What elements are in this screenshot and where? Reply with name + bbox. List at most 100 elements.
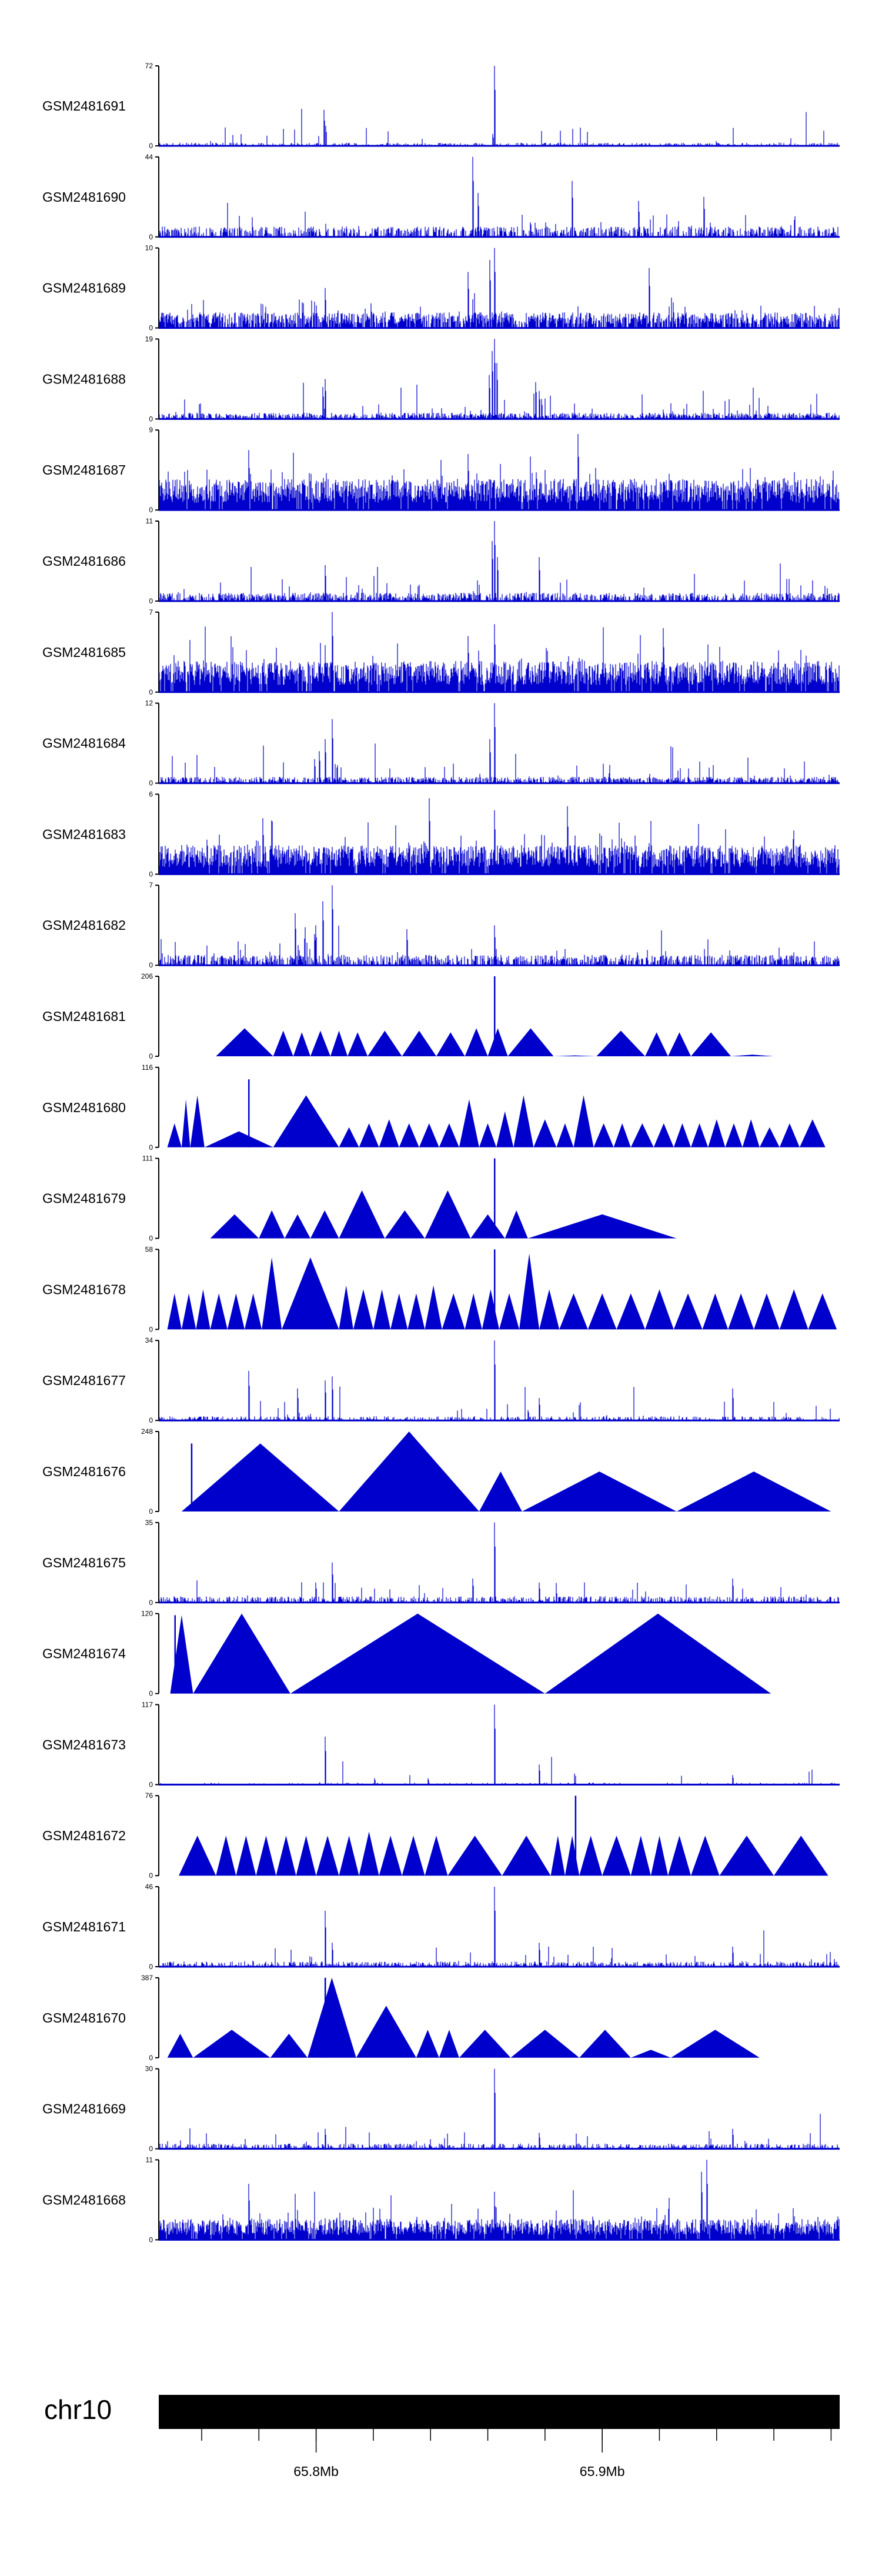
signal-triangle	[196, 1289, 211, 1330]
track: GSM2481684 12 0	[42, 699, 840, 788]
y-min-label: 0	[149, 1143, 153, 1152]
signal-triangle	[356, 2006, 416, 2058]
track-label: GSM2481681	[42, 1009, 126, 1024]
signal-triangle	[390, 1293, 408, 1330]
track: GSM2481680 116 0	[42, 1063, 826, 1152]
signal-triangle	[282, 1257, 339, 1330]
signal-triangle	[513, 1095, 534, 1147]
track: GSM2481689 10 0	[42, 244, 840, 332]
y-max-label: 34	[145, 1336, 153, 1344]
signal-triangle	[533, 1119, 557, 1147]
signal-triangle	[193, 1613, 290, 1694]
track: GSM2481691 72 0	[42, 62, 840, 150]
signal-bars	[159, 885, 840, 966]
track: GSM2481670 387 0	[42, 1974, 760, 2062]
signal-triangle	[399, 1123, 419, 1147]
y-max-label: 9	[149, 426, 153, 434]
signal-triangle	[167, 1293, 182, 1330]
signal-triangle	[170, 1615, 193, 1694]
signal-triangle	[496, 1111, 514, 1147]
signal-triangle	[293, 1032, 310, 1056]
signal-triangle	[273, 1095, 339, 1147]
y-min-label: 0	[149, 870, 153, 878]
signal-triangle	[465, 1293, 482, 1330]
y-max-label: 12	[145, 699, 153, 708]
signal-triangle	[190, 1095, 205, 1147]
track: GSM2481682 7 0	[42, 881, 840, 969]
signal-triangle	[181, 1443, 339, 1511]
signal-triangle	[653, 1123, 674, 1147]
y-min-label: 0	[149, 1416, 153, 1424]
y-max-label: 11	[146, 517, 153, 525]
track: GSM2481685 7 0	[42, 608, 840, 696]
y-max-label: 10	[145, 244, 153, 252]
signal-triangle	[296, 1836, 316, 1876]
y-min-label: 0	[149, 961, 153, 969]
signal-triangle	[236, 1836, 256, 1876]
y-max-label: 248	[141, 1427, 153, 1436]
track: GSM2481687 9 0	[42, 426, 840, 514]
track: GSM2481678 58 0	[42, 1245, 837, 1333]
signal-triangle	[691, 1032, 731, 1056]
signal-bars	[159, 156, 838, 237]
y-min-label: 0	[149, 1052, 153, 1060]
y-max-label: 7	[149, 881, 153, 889]
y-min-label: 0	[149, 2145, 153, 2153]
signal-triangle	[353, 1289, 373, 1330]
track: GSM2481686 11 0	[42, 517, 840, 605]
signal-triangle	[507, 1028, 554, 1056]
signal-triangle	[167, 2034, 193, 2058]
signal-triangle	[379, 1836, 402, 1876]
signal-triangle	[708, 1119, 726, 1147]
signal-triangle	[167, 1123, 182, 1147]
signal-triangle	[725, 1123, 743, 1147]
signal-triangle	[439, 2030, 459, 2058]
signal-triangle	[179, 1836, 216, 1876]
chromosome-axis: chr10 65.8Mb 65.9Mb	[44, 2394, 840, 2479]
y-max-label: 19	[145, 335, 153, 343]
track-label: GSM2481677	[42, 1373, 126, 1388]
track-label: GSM2481685	[42, 645, 126, 660]
y-max-label: 35	[145, 1519, 153, 1527]
signal-triangle	[402, 1836, 425, 1876]
signal-triangle	[645, 1289, 674, 1330]
signal-triangle	[579, 1836, 603, 1876]
track: GSM2481673 117 0	[42, 1700, 840, 1788]
y-min-label: 0	[149, 1599, 153, 1607]
signal-triangle	[522, 1471, 677, 1511]
track: GSM2481674 120 0	[42, 1610, 771, 1698]
track: GSM2481669 30 0	[42, 2065, 840, 2153]
signal-triangle	[630, 1836, 651, 1876]
signal-triangle	[273, 1030, 293, 1056]
signal-bars	[159, 1340, 840, 1421]
signal-triangle	[799, 1119, 826, 1147]
signal-triangle	[245, 1293, 262, 1330]
signal-bars	[160, 1704, 835, 1785]
signal-triangle	[630, 1123, 654, 1147]
track-label: GSM2481687	[42, 462, 126, 478]
y-min-label: 0	[149, 597, 153, 605]
y-min-label: 0	[149, 1690, 153, 1698]
signal-triangle	[573, 1095, 594, 1147]
signal-bars	[159, 434, 840, 510]
track: GSM2481675 35 0	[42, 1519, 840, 1607]
signal-triangle	[479, 1471, 522, 1511]
signal-triangle	[645, 1032, 669, 1056]
track: GSM2481681 206 0	[42, 972, 774, 1060]
signal-triangle	[310, 1210, 339, 1239]
track-label: GSM2481668	[42, 2192, 126, 2207]
chromosome-ticks: 65.8Mb 65.9Mb	[201, 2429, 832, 2479]
signal-triangle	[181, 1099, 191, 1147]
track: GSM2481671 46 0	[42, 1883, 840, 1971]
signal-bars	[159, 521, 840, 601]
y-min-label: 0	[149, 415, 153, 423]
signal-triangle	[465, 1028, 488, 1056]
signal-triangle	[505, 1210, 528, 1239]
chromosome-bar	[159, 2395, 840, 2429]
signal-triangle	[808, 1293, 837, 1330]
signal-triangle	[719, 1836, 774, 1876]
signal-triangle	[425, 1190, 471, 1239]
signal-bars	[159, 2160, 840, 2240]
signal-triangle	[316, 1836, 339, 1876]
